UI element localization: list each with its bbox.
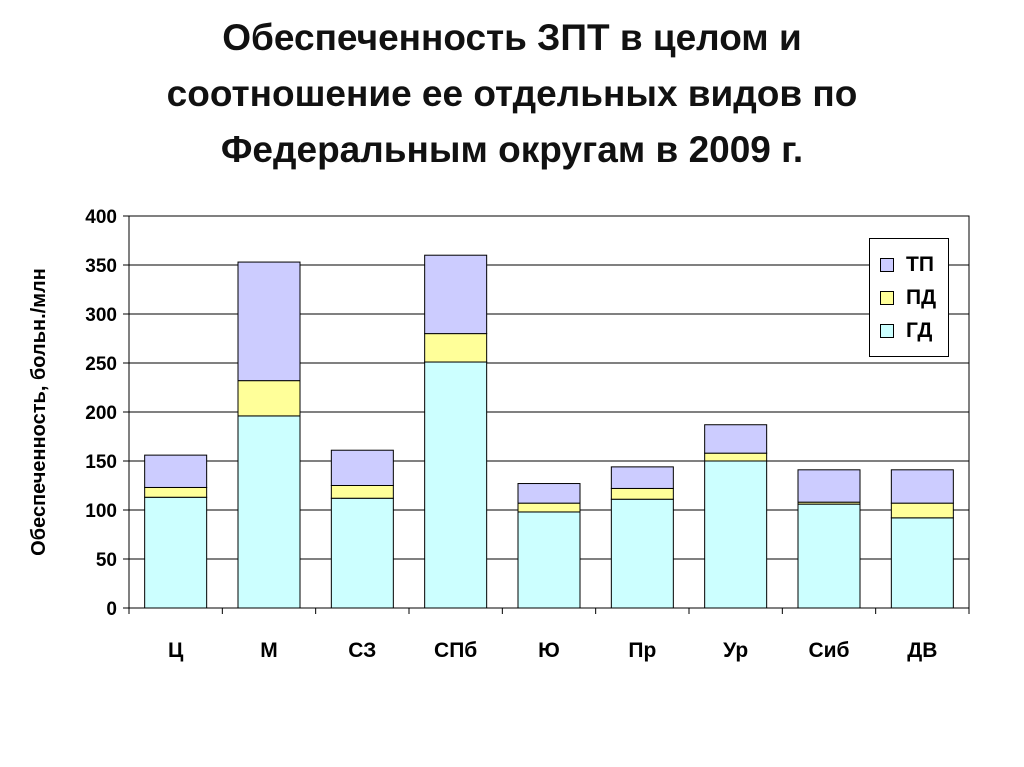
legend-label-gd: ГД (906, 319, 933, 342)
bar-segment-тп (704, 424, 768, 454)
bar-segment-тп (610, 466, 674, 489)
bar-segment-гд (330, 497, 394, 609)
y-tick-label: 300 (85, 305, 117, 326)
x-tick-label: ДВ (907, 639, 937, 662)
x-tick-label: СПб (434, 639, 477, 662)
legend-item-tp: ТП (880, 253, 934, 277)
bar-segment-тп (517, 483, 581, 504)
bar-segment-пд (237, 380, 301, 417)
bar-segment-тп (144, 454, 208, 488)
y-tick-label: 350 (85, 256, 117, 277)
legend-swatch-gd (880, 324, 894, 338)
legend-swatch-tp (880, 258, 894, 272)
bar-segment-тп (424, 254, 488, 335)
bar-segment-гд (517, 511, 581, 609)
bar-segment-пд (144, 486, 208, 498)
x-tick-label: СЗ (348, 639, 376, 662)
bar-segment-гд (144, 496, 208, 609)
y-axis-label: Обеспеченность, больн./млн (28, 268, 50, 556)
y-tick-label: 200 (85, 403, 117, 424)
bar-segment-пд (704, 452, 768, 462)
bar-segment-пд (517, 502, 581, 513)
y-tick-label: 0 (106, 599, 117, 620)
bar-segment-пд (424, 333, 488, 363)
legend-swatch-pd (880, 291, 894, 305)
bar-segment-тп (237, 261, 301, 382)
bar-segment-гд (237, 415, 301, 609)
y-tick-label: 50 (96, 550, 117, 571)
x-tick-label: Сиб (808, 639, 849, 662)
bar-segment-гд (704, 460, 768, 609)
bar-segment-гд (610, 498, 674, 609)
x-tick-label: Пр (628, 639, 656, 662)
bar-segment-тп (330, 449, 394, 486)
x-tick-label: Ц (168, 639, 184, 662)
x-tick-label: Ур (723, 639, 748, 662)
x-tick-label: Ю (538, 639, 560, 662)
y-tick-label: 150 (85, 452, 117, 473)
chart-legend: ТП ПД ГД (869, 238, 949, 357)
bar-segment-тп (890, 469, 954, 504)
bar-segment-гд (890, 517, 954, 609)
bar-segment-пд (610, 487, 674, 500)
legend-item-pd: ПД (880, 286, 936, 310)
bar-segment-гд (424, 361, 488, 609)
legend-item-gd: ГД (880, 319, 932, 343)
y-tick-label: 400 (85, 207, 117, 228)
legend-label-pd: ПД (906, 286, 937, 309)
bar-segment-пд (330, 485, 394, 499)
bar-segment-пд (890, 502, 954, 519)
y-tick-label: 250 (85, 354, 117, 375)
y-tick-label: 100 (85, 501, 117, 522)
legend-label-tp: ТП (906, 253, 934, 276)
bar-segment-гд (797, 503, 861, 609)
chart-title: Обеспеченность ЗПТ в целом и соотношение… (166, 17, 858, 170)
x-tick-label: М (260, 639, 278, 662)
bar-segment-тп (797, 469, 861, 503)
